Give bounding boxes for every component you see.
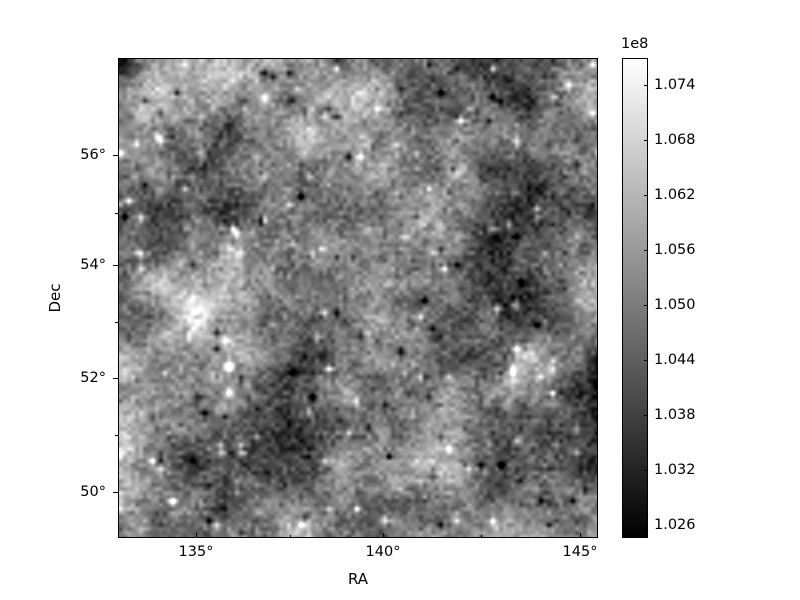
colorbar-ticklabel-1.056: 1.056 xyxy=(654,241,696,258)
y-tick-minor-51 xyxy=(115,435,118,436)
colorbar[interactable] xyxy=(622,58,648,538)
colorbar-tick-1.056 xyxy=(644,249,648,251)
y-tick-56 xyxy=(113,155,118,156)
y-tick-54 xyxy=(113,265,118,266)
x-tick-minor-1425 xyxy=(481,535,482,538)
colorbar-ticklabel-1.032: 1.032 xyxy=(654,462,696,479)
colorbar-ticklabel-1.038: 1.038 xyxy=(654,407,696,424)
colorbar-tick-1.062 xyxy=(644,194,648,196)
x-ticklabel-145: 145° xyxy=(562,544,598,560)
colorbar-ticklabel-1.050: 1.050 xyxy=(654,296,696,313)
colorbar-tick-1.050 xyxy=(644,304,648,306)
colorbar-tick-1.038 xyxy=(644,415,648,417)
y-ticklabel-54: 54° xyxy=(80,256,106,273)
x-ticklabel-135: 135° xyxy=(178,544,214,560)
heatmap-axes[interactable] xyxy=(118,58,598,538)
y-ticklabel-50: 50° xyxy=(80,483,106,500)
x-ticklabel-140: 140° xyxy=(365,544,401,560)
y-axis-label: Dec xyxy=(46,283,64,313)
colorbar-ticklabel-1.026: 1.026 xyxy=(654,517,696,534)
colorbar-tick-1.032 xyxy=(644,470,648,472)
y-tick-52 xyxy=(113,378,118,379)
colorbar-ticklabel-1.062: 1.062 xyxy=(654,186,696,203)
colorbar-tick-1.026 xyxy=(644,525,648,527)
x-tick-135 xyxy=(196,533,197,538)
y-tick-minor-53 xyxy=(115,322,118,323)
heatmap-image[interactable] xyxy=(119,59,597,537)
y-ticklabel-56: 56° xyxy=(80,146,106,163)
x-tick-145 xyxy=(580,533,581,538)
colorbar-ticklabel-1.044: 1.044 xyxy=(654,351,696,368)
x-axis-label: RA xyxy=(347,570,369,588)
x-tick-140 xyxy=(383,533,384,538)
colorbar-offset-text: 1e8 xyxy=(621,36,649,52)
x-tick-minor-1375 xyxy=(290,535,291,538)
colorbar-ticklabel-1.068: 1.068 xyxy=(654,131,696,148)
y-tick-50 xyxy=(113,492,118,493)
colorbar-tick-1.074 xyxy=(644,84,648,86)
colorbar-tick-1.068 xyxy=(644,139,648,141)
y-ticklabel-52: 52° xyxy=(80,369,106,386)
colorbar-ticklabel-1.074: 1.074 xyxy=(654,76,696,93)
y-tick-minor-55 xyxy=(115,213,118,214)
colorbar-tick-1.044 xyxy=(644,359,648,361)
